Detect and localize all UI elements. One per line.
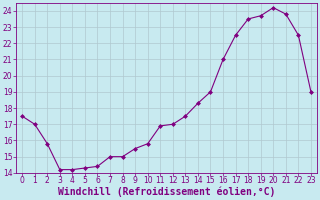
X-axis label: Windchill (Refroidissement éolien,°C): Windchill (Refroidissement éolien,°C) [58,187,275,197]
